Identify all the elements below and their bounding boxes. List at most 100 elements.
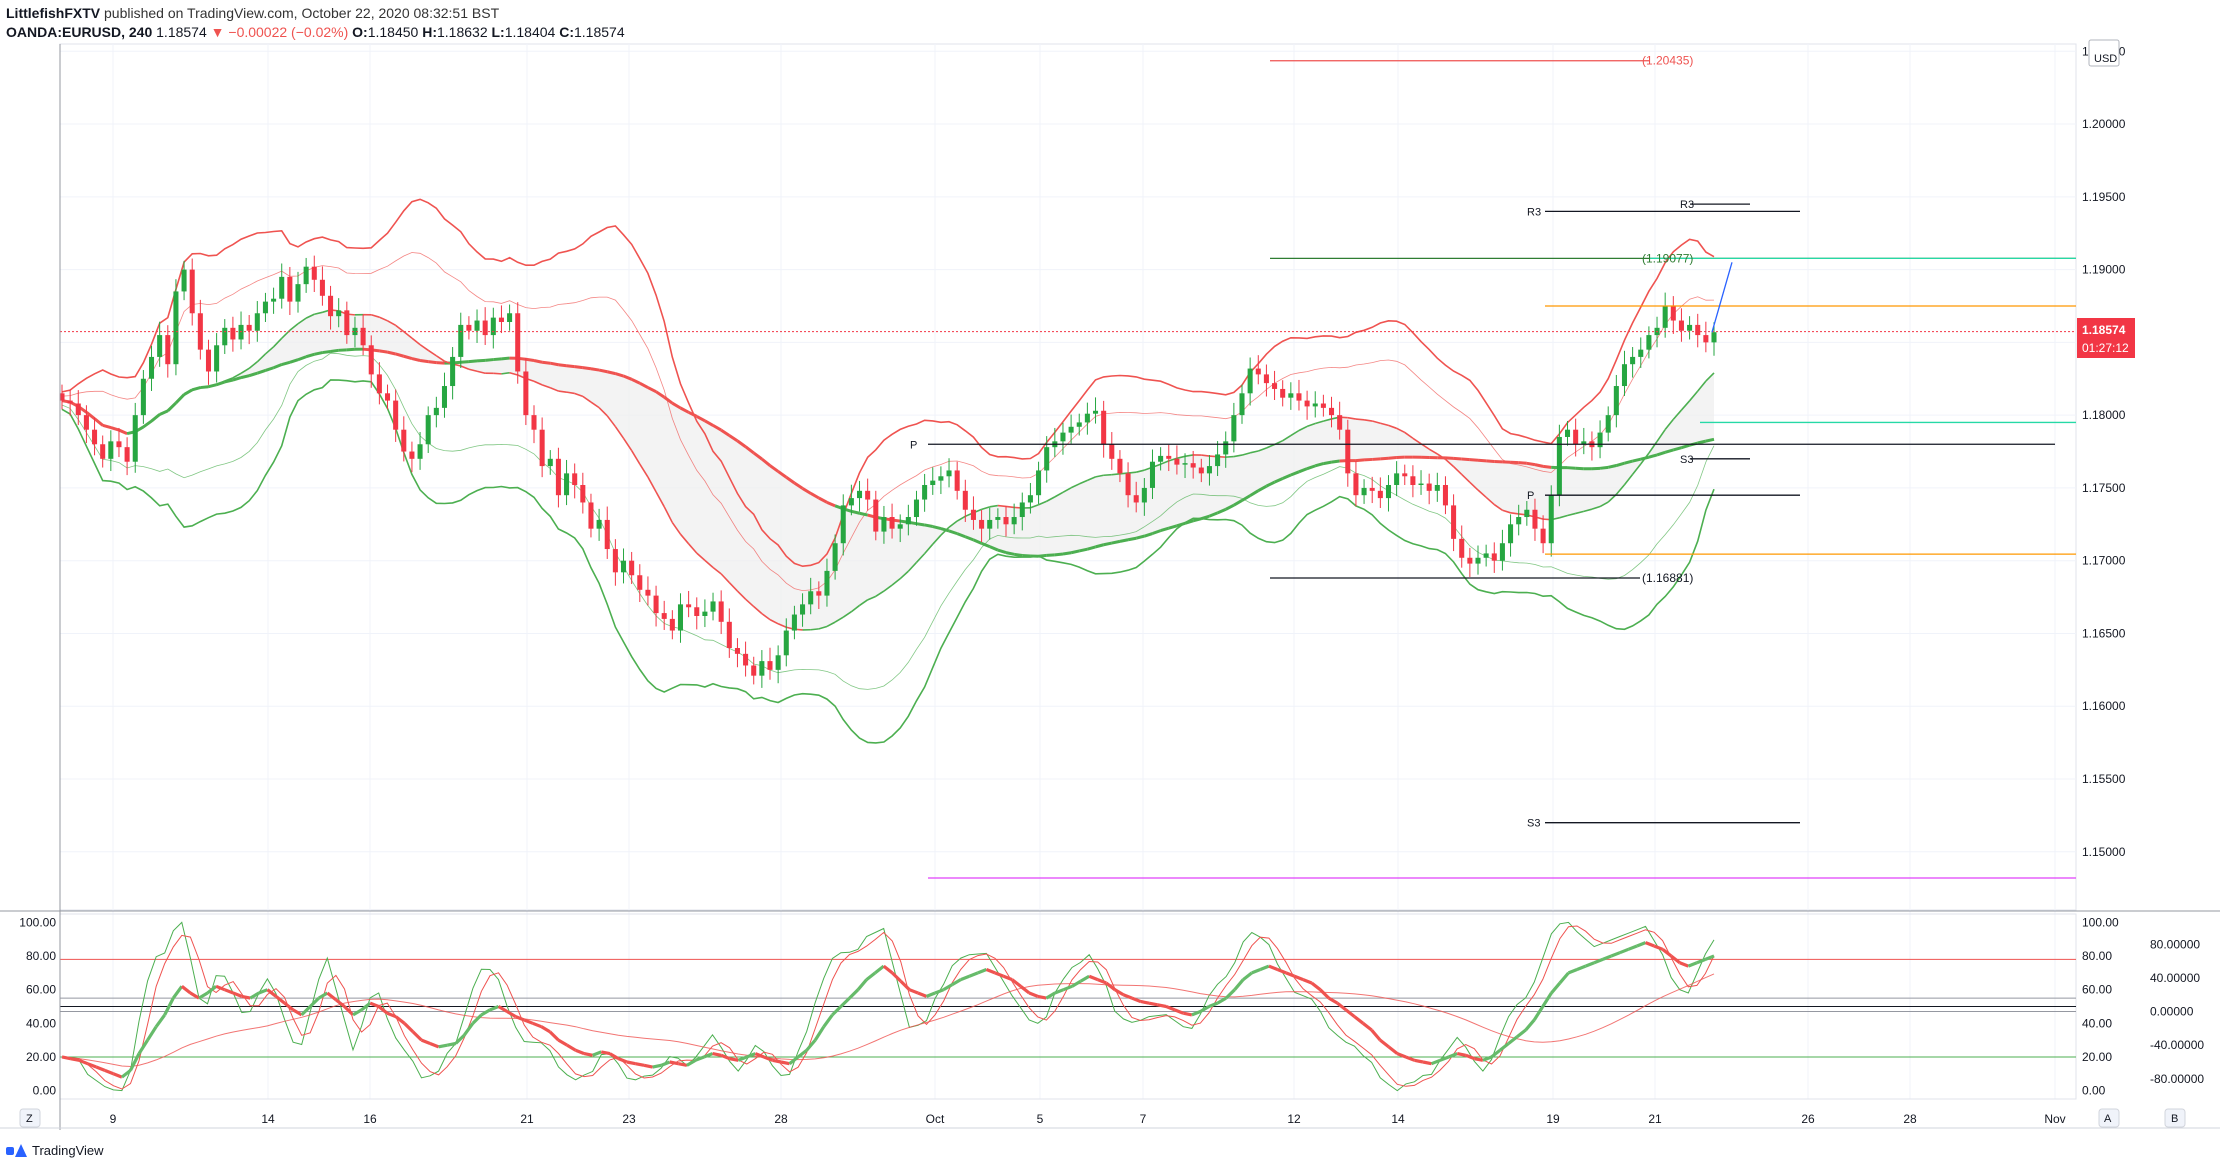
candle-body[interactable] — [1320, 403, 1326, 408]
candle-body[interactable] — [1304, 400, 1310, 407]
candle-body[interactable] — [482, 320, 488, 336]
candle-body[interactable] — [124, 447, 130, 462]
candle-body[interactable] — [271, 298, 277, 302]
candle-body[interactable] — [1003, 517, 1009, 525]
candle-body[interactable] — [555, 458, 561, 496]
candle-body[interactable] — [1402, 473, 1408, 477]
candle-body[interactable] — [946, 470, 952, 477]
candle-body[interactable] — [1508, 524, 1514, 544]
candle-body[interactable] — [1345, 429, 1351, 474]
candle-body[interactable] — [303, 266, 309, 285]
candle-body[interactable] — [59, 393, 65, 401]
candle-body[interactable] — [83, 415, 89, 430]
candle-body[interactable] — [165, 335, 171, 365]
candle-body[interactable] — [1011, 517, 1017, 525]
candle-body[interactable] — [1255, 368, 1261, 375]
candle-body[interactable] — [873, 499, 879, 532]
candle-body[interactable] — [1581, 441, 1587, 445]
candle-body[interactable] — [181, 269, 187, 292]
candle-body[interactable] — [1117, 458, 1123, 474]
candle-body[interactable] — [458, 324, 464, 357]
candle-body[interactable] — [588, 502, 594, 529]
candle-body[interactable] — [1556, 436, 1562, 496]
candle-body[interactable] — [808, 591, 814, 605]
b-scale-button-frame[interactable] — [2164, 1108, 2186, 1128]
candle-body[interactable] — [132, 415, 138, 462]
candle-body[interactable] — [92, 429, 98, 445]
candle-body[interactable] — [246, 324, 252, 331]
zoom-button-frame[interactable] — [19, 1108, 41, 1128]
candle-body[interactable] — [840, 505, 846, 544]
candle-body[interactable] — [490, 317, 496, 336]
candle-body[interactable] — [1158, 455, 1164, 462]
candle-body[interactable] — [1101, 410, 1107, 445]
candle-body[interactable] — [1687, 324, 1693, 331]
candle-body[interactable] — [376, 374, 382, 394]
candle-body[interactable] — [319, 279, 325, 296]
candle-body[interactable] — [1361, 487, 1367, 496]
candle-body[interactable] — [1369, 487, 1375, 491]
candle-body[interactable] — [1149, 461, 1156, 488]
candle-body[interactable] — [547, 458, 553, 467]
candle-body[interactable] — [564, 473, 570, 496]
candle-body[interactable] — [523, 371, 529, 416]
candle-body[interactable] — [1280, 388, 1286, 398]
candle-body[interactable] — [157, 335, 163, 357]
candle-body[interactable] — [1068, 426, 1074, 433]
candle-body[interactable] — [645, 589, 651, 596]
candle-body[interactable] — [1630, 356, 1636, 365]
candle-body[interactable] — [1247, 368, 1253, 394]
candle-body[interactable] — [1548, 495, 1554, 544]
candle-body[interactable] — [718, 601, 724, 622]
candle-body[interactable] — [1377, 490, 1383, 499]
candle-body[interactable] — [905, 517, 911, 525]
candle-body[interactable] — [1027, 495, 1033, 503]
candle-body[interactable] — [1141, 487, 1147, 503]
candle-body[interactable] — [783, 630, 789, 656]
candle-body[interactable] — [108, 441, 114, 459]
candle-body[interactable] — [140, 378, 146, 416]
candle-body[interactable] — [596, 519, 602, 529]
candle-body[interactable] — [767, 661, 773, 670]
candle-body[interactable] — [881, 517, 887, 532]
candle-body[interactable] — [1337, 415, 1343, 430]
candle-body[interactable] — [1605, 415, 1611, 433]
candle-body[interactable] — [1076, 422, 1082, 427]
candle-body[interactable] — [913, 499, 920, 518]
publisher-name[interactable]: LittlefishFXTV — [6, 5, 101, 21]
candle-body[interactable] — [230, 327, 236, 340]
candle-body[interactable] — [1459, 538, 1465, 558]
candle-body[interactable] — [1044, 447, 1050, 471]
candle-body[interactable] — [100, 444, 106, 459]
candle-body[interactable] — [262, 301, 268, 314]
candle-body[interactable] — [572, 473, 578, 486]
candle-body[interactable] — [1711, 332, 1717, 343]
candle-body[interactable] — [75, 403, 81, 416]
candle-body[interactable] — [409, 451, 415, 459]
currency-box[interactable]: USD — [2088, 39, 2120, 67]
candle-body[interactable] — [669, 618, 675, 631]
candle-body[interactable] — [173, 291, 179, 365]
candle-body[interactable] — [539, 429, 545, 467]
candle-body[interactable] — [360, 327, 366, 346]
candle-body[interactable] — [1174, 458, 1180, 465]
candle-body[interactable] — [1499, 543, 1505, 561]
candle-body[interactable] — [222, 327, 228, 346]
candle-body[interactable] — [1532, 509, 1538, 529]
candle-body[interactable] — [734, 648, 740, 654]
candle-body[interactable] — [344, 310, 350, 336]
candle-body[interactable] — [1084, 413, 1090, 423]
candle-body[interactable] — [67, 400, 73, 404]
candle-body[interactable] — [1646, 335, 1652, 350]
candle-body[interactable] — [1662, 305, 1668, 328]
candle-body[interactable] — [1638, 349, 1644, 357]
candle-body[interactable] — [433, 407, 439, 416]
candle-body[interactable] — [1353, 473, 1359, 496]
candle-body[interactable] — [962, 490, 968, 510]
candle-body[interactable] — [1288, 393, 1294, 398]
candle-body[interactable] — [466, 324, 472, 331]
candle-body[interactable] — [1182, 463, 1188, 465]
candle-body[interactable] — [791, 614, 797, 631]
candle-body[interactable] — [1060, 432, 1066, 442]
candle-body[interactable] — [295, 284, 301, 302]
